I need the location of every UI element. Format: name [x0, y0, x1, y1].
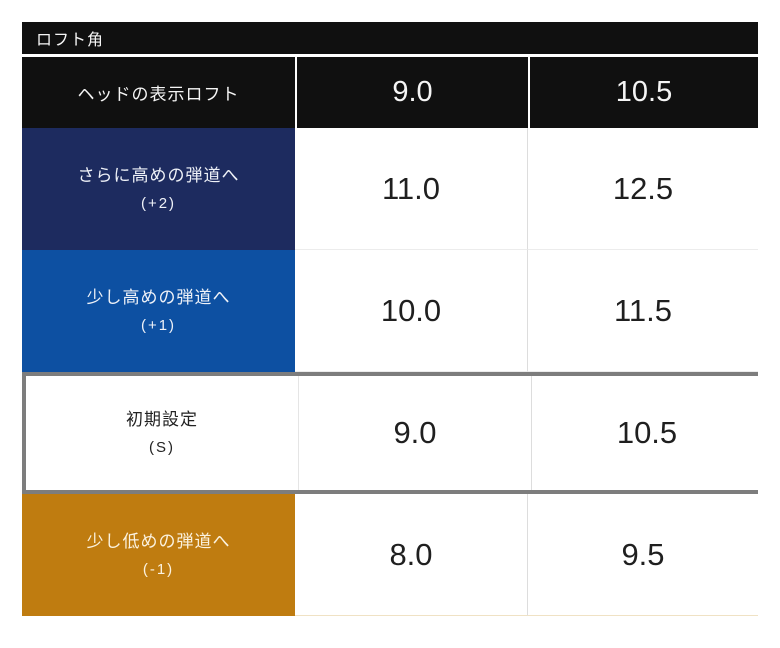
loft-row-plus1: 少し高めの弾道へ (+1) 10.0 11.5 [22, 250, 758, 372]
loft-value-plus1-col2: 11.5 [528, 250, 758, 372]
loft-row-plus2: さらに高めの弾道へ (+2) 11.0 12.5 [22, 128, 758, 250]
row-sublabel: (S) [149, 438, 175, 456]
loft-value-minus1-col2: 9.5 [528, 494, 758, 616]
loft-value-default-col1: 9.0 [299, 376, 532, 490]
header-col-10-5: 10.5 [528, 57, 758, 128]
row-label: 初期設定 [126, 409, 198, 429]
loft-angle-table: ロフト角 ヘッドの表示ロフト 9.0 10.5 さらに高めの弾道へ (+2) 1… [22, 22, 762, 616]
table-title-bar: ロフト角 [22, 22, 758, 54]
loft-value-plus2-col2: 12.5 [528, 128, 758, 250]
row-label: さらに高めの弾道へ [77, 165, 240, 185]
row-label: 少し低めの弾道へ [86, 531, 231, 551]
header-col-9: 9.0 [295, 57, 528, 128]
loft-value-plus2-col1: 11.0 [295, 128, 528, 250]
row-sublabel: (+2) [140, 194, 177, 212]
loft-row-minus1-label-cell: 少し低めの弾道へ (-1) [22, 494, 295, 616]
loft-value-plus1-col1: 10.0 [295, 250, 528, 372]
row-sublabel: (-1) [142, 560, 175, 578]
loft-value-minus1-col1: 8.0 [295, 494, 528, 616]
loft-row-minus1: 少し低めの弾道へ (-1) 8.0 9.5 [22, 494, 758, 616]
loft-value-default-col2: 10.5 [532, 376, 762, 490]
loft-row-plus2-label-cell: さらに高めの弾道へ (+2) [22, 128, 295, 250]
row-label: 少し高めの弾道へ [86, 287, 231, 307]
row-sublabel: (+1) [140, 316, 177, 334]
table-header-row: ヘッドの表示ロフト 9.0 10.5 [22, 57, 758, 128]
loft-row-default-label-cell: 初期設定 (S) [26, 376, 299, 490]
table-title: ロフト角 [36, 32, 105, 49]
loft-row-plus1-label-cell: 少し高めの弾道へ (+1) [22, 250, 295, 372]
loft-row-default-highlighted: 初期設定 (S) 9.0 10.5 [22, 372, 762, 494]
header-row-label: ヘッドの表示ロフト [22, 57, 295, 128]
